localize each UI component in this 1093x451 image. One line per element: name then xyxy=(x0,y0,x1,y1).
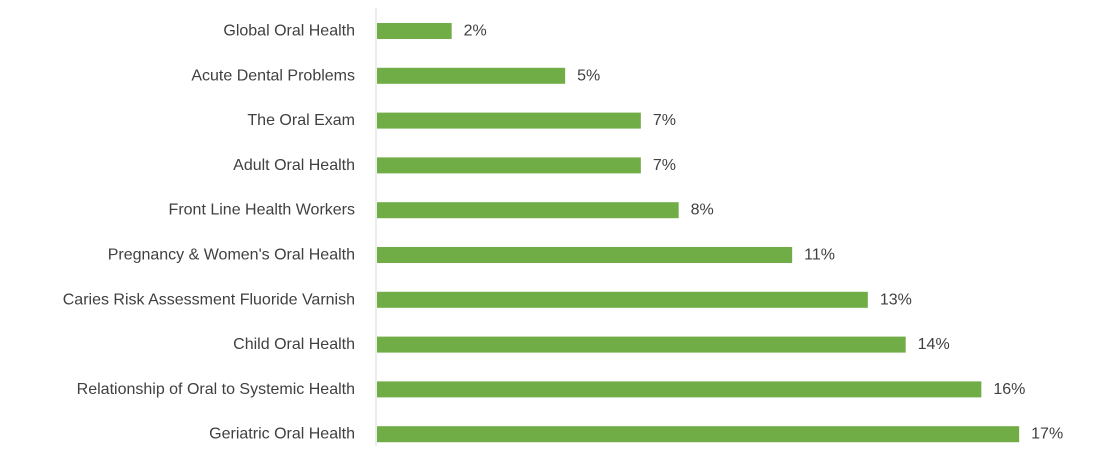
category-label: Caries Risk Assessment Fluoride Varnish xyxy=(63,291,355,308)
bar xyxy=(377,202,679,219)
category-label: Pregnancy & Women's Oral Health xyxy=(108,247,355,264)
category-label: Global Oral Health xyxy=(223,23,355,40)
category-label: Geriatric Oral Health xyxy=(209,426,355,443)
data-label: 11% xyxy=(804,247,835,264)
data-label: 2% xyxy=(464,23,487,40)
category-label: Adult Oral Health xyxy=(233,157,355,174)
data-label: 14% xyxy=(918,336,950,353)
category-label: Child Oral Health xyxy=(233,336,355,353)
data-label: 7% xyxy=(653,157,676,174)
bar xyxy=(377,23,452,39)
bar xyxy=(377,291,868,308)
bar xyxy=(377,157,641,174)
category-label: The Oral Exam xyxy=(247,112,355,129)
bar xyxy=(377,381,982,398)
data-label: 5% xyxy=(577,67,600,84)
data-label: 8% xyxy=(691,202,714,219)
bar xyxy=(377,67,566,84)
data-label: 17% xyxy=(1031,426,1063,443)
bar xyxy=(377,426,1020,443)
category-label: Front Line Health Workers xyxy=(169,202,355,219)
data-label: 7% xyxy=(653,112,676,129)
bar xyxy=(377,112,641,129)
category-label: Acute Dental Problems xyxy=(191,67,355,84)
data-label: 16% xyxy=(993,381,1025,398)
category-label: Relationship of Oral to Systemic Health xyxy=(77,381,355,398)
bar xyxy=(377,247,793,263)
data-label: 13% xyxy=(880,291,912,308)
bars-group: Global Oral Health 2% Acute Dental Problem… xyxy=(63,23,1063,443)
bar xyxy=(377,336,906,353)
